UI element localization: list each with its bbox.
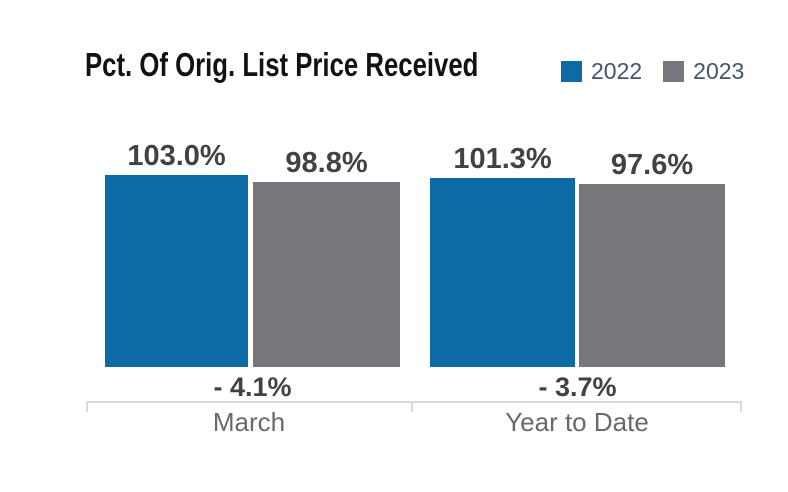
bar-2022-year-to-date [430,178,575,367]
bar-2023-march [253,182,400,367]
legend-item-2023: 2023 [663,58,744,85]
value-label-2023-year-to-date: 97.6% [610,149,694,181]
value-label-2023-march: 98.8% [285,147,368,179]
legend-swatch-2023-icon [663,61,685,82]
legend-label-2023: 2023 [693,58,745,84]
x-axis-tick-left [86,401,88,412]
x-axis-line [86,401,742,403]
diff-label-march: - 4.1% [213,372,292,402]
legend: 2022 2023 [561,58,744,85]
chart-title: Pct. Of Orig. List Price Received [85,46,479,83]
legend-swatch-2022-icon [561,61,582,82]
legend-item-2022: 2022 [561,58,642,85]
bar-2023-year-to-date [579,184,725,367]
legend-label-2022: 2022 [591,58,643,84]
category-label-march: March [212,407,286,437]
category-label-year-to-date: Year to Date [505,407,649,437]
value-label-2022-march: 103.0% [127,140,226,172]
diff-label-year-to-date: - 3.7% [538,372,617,402]
x-axis-tick-right [740,401,742,412]
x-axis-tick-middle [411,401,413,412]
bar-2022-march [105,175,248,367]
value-label-2022-year-to-date: 101.3% [453,143,552,175]
